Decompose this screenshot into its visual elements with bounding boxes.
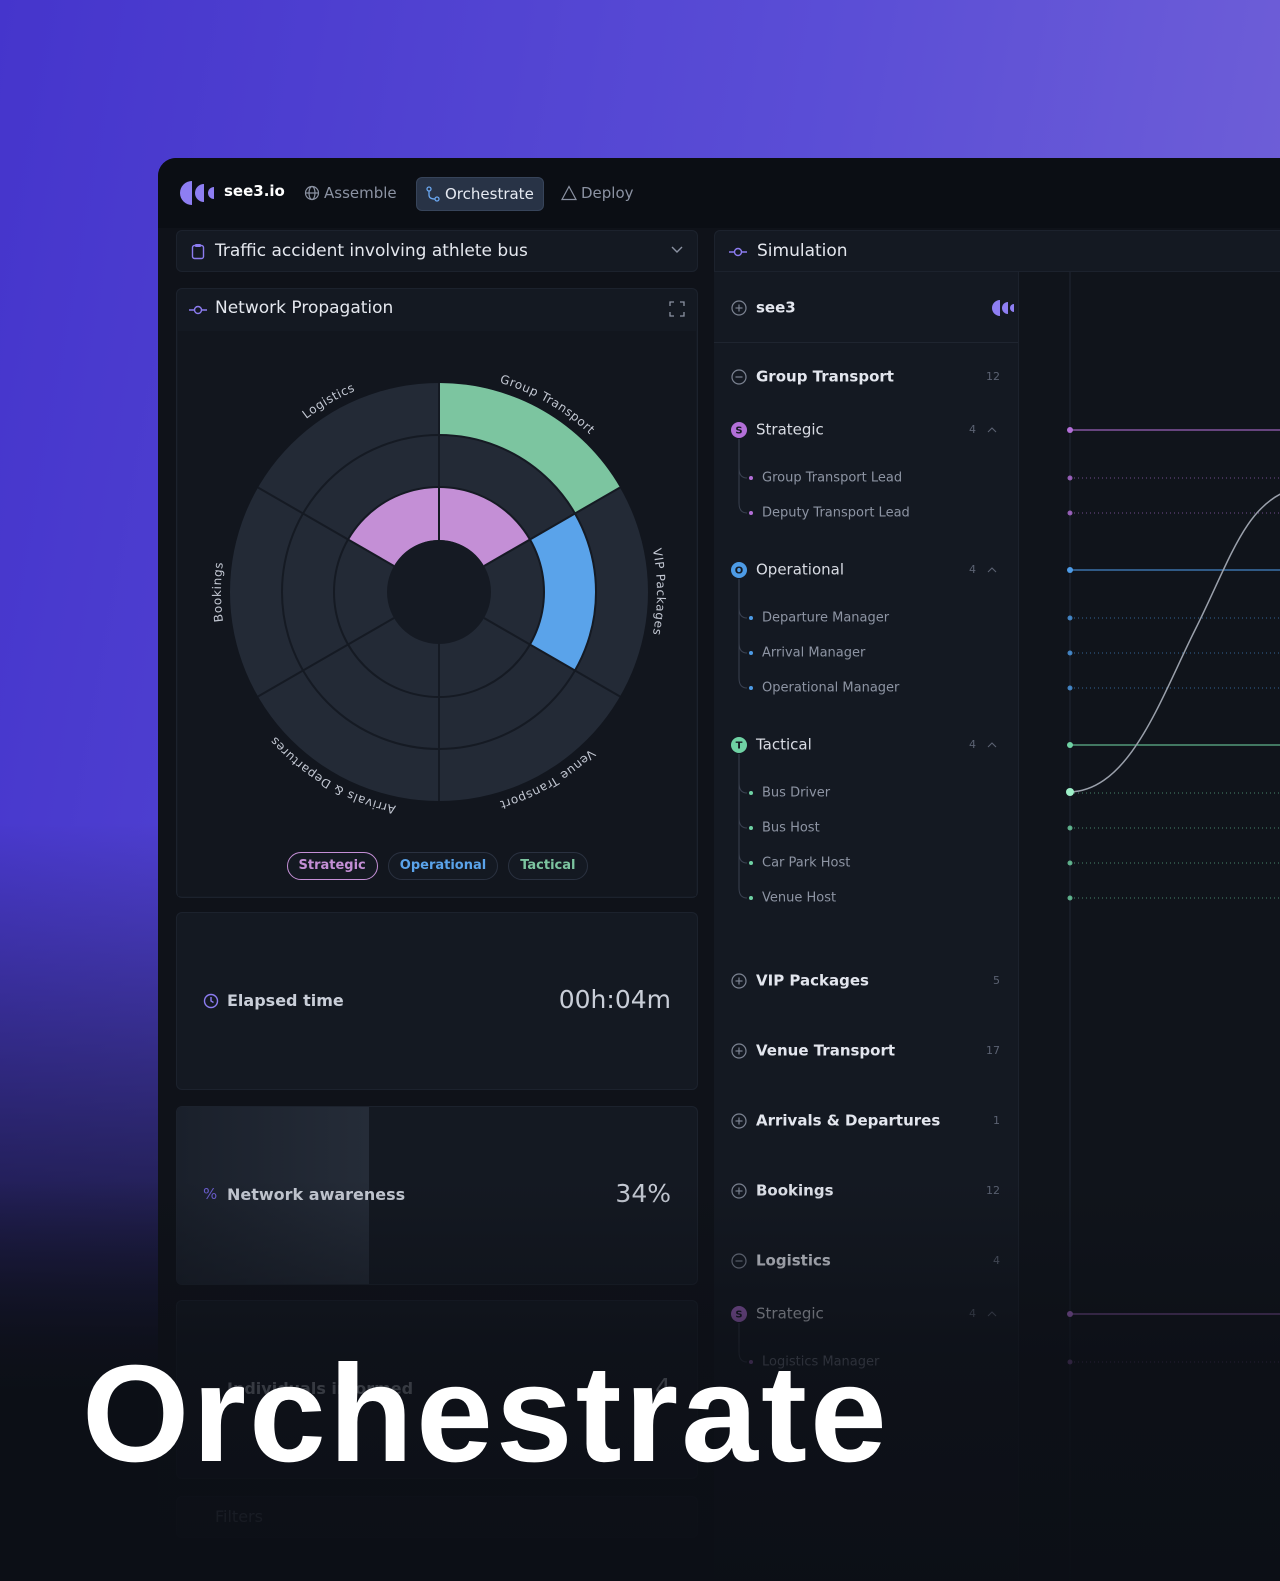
stat-label: Elapsed time (227, 991, 344, 1010)
sector-line (257, 617, 395, 698)
sector-line (483, 617, 621, 698)
headline: Orchestrate (82, 1337, 890, 1491)
nav-bar: see3.io Assemble Orchestrate Deploy (158, 158, 1280, 228)
stat-label: Network awareness (227, 1185, 406, 1204)
highlight (439, 383, 620, 514)
legend-pill: Operational (387, 852, 499, 880)
panel-title: Network Propagation (215, 298, 394, 318)
logo (180, 181, 214, 205)
timeline (1019, 272, 1280, 1581)
commit-icon (729, 247, 747, 257)
legend-pill: Strategic (286, 852, 378, 880)
clock-icon (203, 993, 219, 1009)
sector-label-text: Bookings (210, 561, 225, 623)
sector-line (483, 486, 621, 567)
nav-item[interactable]: Deploy (553, 177, 643, 209)
legend: Strategic Operational Tactical (177, 852, 697, 880)
scenario-select[interactable]: Traffic accident involving athlete bus (176, 230, 698, 272)
nav-label: Orchestrate (445, 185, 534, 203)
brand: see3.io (224, 182, 285, 200)
sector-label: VIP Packages (650, 547, 668, 637)
expand-icon[interactable] (669, 301, 685, 317)
commit-icon (189, 305, 207, 315)
filters-row[interactable]: Filters (176, 1496, 698, 1538)
filters-label: Filters (215, 1507, 263, 1526)
sector-label-text: VIP Packages (650, 547, 668, 637)
nav-icon (304, 185, 320, 201)
nav-item[interactable]: Assemble (296, 177, 406, 209)
percent-icon: % (203, 1185, 218, 1203)
propagation-panel: Network Propagation Group Transport VIP P… (176, 288, 698, 898)
stat-value: 00h:04m (558, 985, 671, 1014)
sector-label: Bookings (210, 561, 226, 623)
scenario-title: Traffic accident involving athlete bus (215, 241, 528, 261)
center-hole (387, 540, 491, 644)
nav-label: Assemble (324, 184, 397, 202)
chevron-down (671, 246, 683, 253)
stat-card: Elapsed time 00h:04m (176, 912, 698, 1090)
clipboard-icon (191, 244, 205, 260)
root-row (714, 272, 1018, 343)
panel-title: Simulation (757, 241, 848, 261)
nav-item[interactable]: Orchestrate (416, 177, 544, 211)
stat-card: % Network awareness 34% (176, 1106, 698, 1285)
legend-pill: Tactical (508, 852, 588, 880)
simulation-header: Simulation (714, 230, 1280, 272)
nav-icon (561, 185, 577, 201)
highlight (529, 513, 596, 671)
nav-label: Deploy (581, 184, 634, 202)
sector-line (257, 486, 395, 567)
stat-value: 34% (615, 1179, 671, 1208)
nav-icon (426, 186, 440, 202)
